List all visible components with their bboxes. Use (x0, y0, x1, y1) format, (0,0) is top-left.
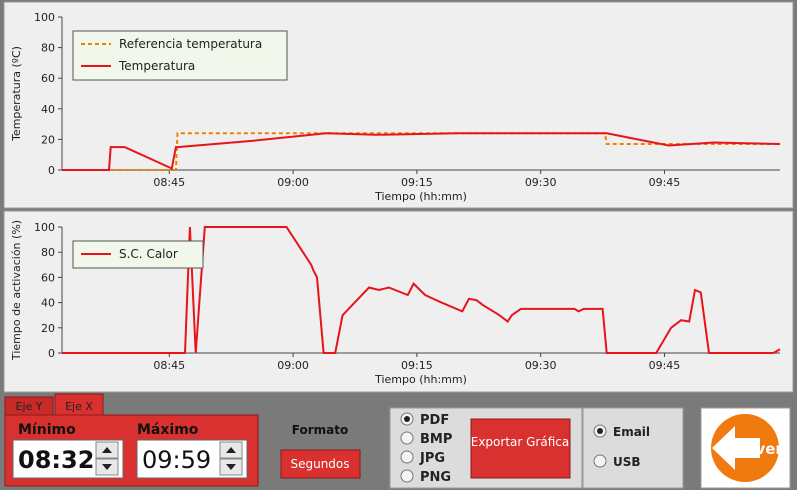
legend-label: S.C. Calor (119, 247, 178, 261)
legend-label: Temperatura (118, 59, 195, 73)
tab-label: Eje Y (16, 400, 43, 413)
series-line (62, 132, 780, 171)
series-line (62, 132, 781, 171)
format-button-label: Segundos (290, 457, 349, 471)
series-line (62, 226, 781, 354)
x-tick-label: 09:00 (277, 176, 309, 189)
min-value: 08:32 (18, 446, 94, 474)
x-tick-label: 09:15 (401, 359, 433, 372)
y-tick-label: 60 (41, 271, 55, 284)
export-button[interactable] (470, 418, 571, 479)
radio[interactable] (400, 450, 414, 464)
y-tick-label: 40 (41, 297, 55, 310)
spin-arrows (102, 447, 236, 470)
y-tick-label: 20 (41, 133, 55, 146)
radio[interactable] (400, 469, 414, 483)
x-tick-label: 08:45 (153, 359, 185, 372)
y-tick-label: 20 (41, 322, 55, 335)
min-label: Mínimo (18, 422, 76, 438)
x-tick-label: 08:45 (153, 176, 185, 189)
x-tick-label: 09:30 (525, 176, 557, 189)
x-tick-label: 09:45 (649, 359, 681, 372)
max-label: Máximo (137, 422, 199, 438)
radio-label: JPG (419, 451, 445, 466)
target-options: Email USB (593, 424, 650, 469)
radio[interactable] (400, 431, 414, 445)
x-tick-label: 09:00 (277, 359, 309, 372)
radio-label: PNG (420, 470, 451, 485)
y-tick-label: 100 (34, 221, 55, 234)
y-axis-title: Tiempo de activación (%) (10, 220, 23, 361)
format-options: PDF BMP JPG PNG (400, 412, 452, 485)
y-tick-label: 80 (41, 246, 55, 259)
format-button[interactable] (280, 449, 361, 479)
y-axis-title: Temperatura (ºC) (10, 46, 23, 142)
radio-label: BMP (420, 432, 452, 447)
back-arrow (712, 426, 760, 470)
format-label: Formato (292, 423, 348, 437)
tab-label: Eje X (65, 400, 93, 413)
target-panel (582, 407, 684, 489)
x-tick-label: 09:15 (401, 176, 433, 189)
legend (72, 30, 288, 81)
x-tick-label: 09:30 (525, 359, 557, 372)
x-axis-title: Tiempo (hh:mm) (374, 190, 467, 203)
radio-label: PDF (420, 413, 449, 428)
radio-label: Email (613, 425, 650, 439)
export-button-label: Exportar Gráfica (471, 435, 569, 449)
y-tick-label: 80 (41, 42, 55, 55)
max-value: 09:59 (142, 446, 211, 474)
legend-label: Referencia temperatura (119, 37, 262, 51)
spinners (95, 441, 243, 476)
back-button-label: Volver (729, 440, 783, 458)
y-tick-label: 60 (41, 72, 55, 85)
y-tick-label: 0 (48, 164, 55, 177)
y-tick-label: 40 (41, 103, 55, 116)
x-axis-title: Tiempo (hh:mm) (374, 373, 467, 386)
y-tick-label: 0 (48, 347, 55, 360)
radio[interactable] (593, 454, 607, 468)
radio-dot (404, 416, 410, 422)
radio-dot (597, 428, 603, 434)
y-tick-label: 100 (34, 11, 55, 24)
x-tick-label: 09:45 (649, 176, 681, 189)
radio-label: USB (613, 455, 641, 469)
